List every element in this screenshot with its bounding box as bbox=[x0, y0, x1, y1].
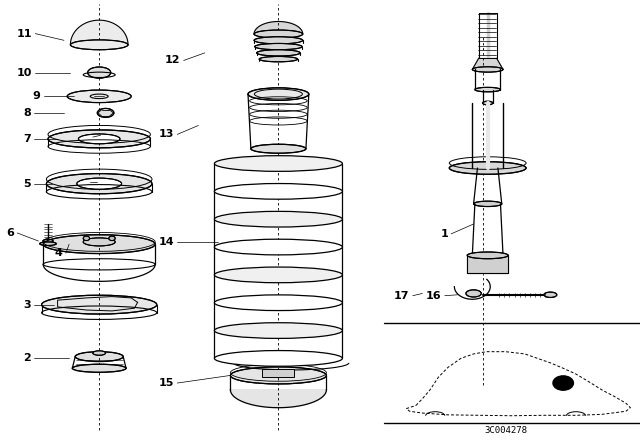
Ellipse shape bbox=[466, 290, 481, 297]
Ellipse shape bbox=[248, 88, 308, 100]
Polygon shape bbox=[254, 22, 303, 34]
Polygon shape bbox=[230, 390, 326, 408]
Text: 1: 1 bbox=[440, 229, 448, 239]
Text: 16: 16 bbox=[426, 291, 442, 301]
Ellipse shape bbox=[83, 238, 115, 246]
Text: 2: 2 bbox=[23, 353, 31, 363]
Text: 9: 9 bbox=[33, 91, 40, 101]
Ellipse shape bbox=[72, 364, 126, 372]
Ellipse shape bbox=[255, 43, 302, 50]
Ellipse shape bbox=[214, 267, 342, 283]
Ellipse shape bbox=[109, 236, 115, 241]
Ellipse shape bbox=[474, 201, 502, 207]
Ellipse shape bbox=[254, 37, 303, 44]
Ellipse shape bbox=[43, 235, 155, 254]
Polygon shape bbox=[467, 255, 508, 273]
Text: 17: 17 bbox=[394, 291, 410, 301]
Ellipse shape bbox=[214, 211, 342, 227]
Text: 8: 8 bbox=[23, 108, 31, 118]
Text: 12: 12 bbox=[165, 56, 180, 65]
Text: 10: 10 bbox=[17, 68, 32, 78]
Ellipse shape bbox=[48, 130, 150, 148]
Ellipse shape bbox=[88, 67, 111, 78]
Ellipse shape bbox=[40, 242, 56, 246]
Circle shape bbox=[553, 376, 573, 390]
Ellipse shape bbox=[230, 367, 326, 384]
Text: 4: 4 bbox=[55, 248, 63, 258]
Ellipse shape bbox=[214, 323, 342, 338]
Polygon shape bbox=[472, 58, 503, 69]
Text: 13: 13 bbox=[159, 129, 174, 139]
Text: 6: 6 bbox=[6, 228, 14, 238]
Text: 3C004278: 3C004278 bbox=[484, 426, 527, 435]
Ellipse shape bbox=[472, 67, 503, 72]
Ellipse shape bbox=[483, 101, 493, 105]
Text: 15: 15 bbox=[159, 378, 174, 388]
Ellipse shape bbox=[544, 292, 557, 297]
Ellipse shape bbox=[79, 134, 120, 144]
Ellipse shape bbox=[467, 252, 508, 259]
Text: 5: 5 bbox=[23, 179, 31, 189]
Ellipse shape bbox=[77, 178, 122, 190]
Ellipse shape bbox=[214, 295, 342, 310]
Ellipse shape bbox=[46, 174, 152, 194]
Ellipse shape bbox=[214, 156, 342, 171]
Text: 3: 3 bbox=[23, 300, 31, 310]
Ellipse shape bbox=[214, 350, 342, 366]
Ellipse shape bbox=[67, 90, 131, 103]
Ellipse shape bbox=[76, 352, 123, 362]
Ellipse shape bbox=[70, 40, 128, 50]
Ellipse shape bbox=[214, 239, 342, 255]
Text: 11: 11 bbox=[17, 29, 32, 39]
Ellipse shape bbox=[259, 56, 298, 62]
Ellipse shape bbox=[251, 144, 306, 153]
Ellipse shape bbox=[254, 30, 303, 38]
Ellipse shape bbox=[43, 239, 53, 243]
Ellipse shape bbox=[42, 295, 157, 314]
Ellipse shape bbox=[475, 87, 500, 92]
FancyBboxPatch shape bbox=[262, 369, 294, 377]
Ellipse shape bbox=[97, 108, 114, 117]
Text: 14: 14 bbox=[159, 237, 174, 247]
Ellipse shape bbox=[257, 50, 300, 56]
Ellipse shape bbox=[214, 184, 342, 199]
Ellipse shape bbox=[93, 351, 106, 355]
Ellipse shape bbox=[449, 162, 526, 174]
Text: 7: 7 bbox=[23, 134, 31, 144]
Ellipse shape bbox=[83, 236, 90, 241]
